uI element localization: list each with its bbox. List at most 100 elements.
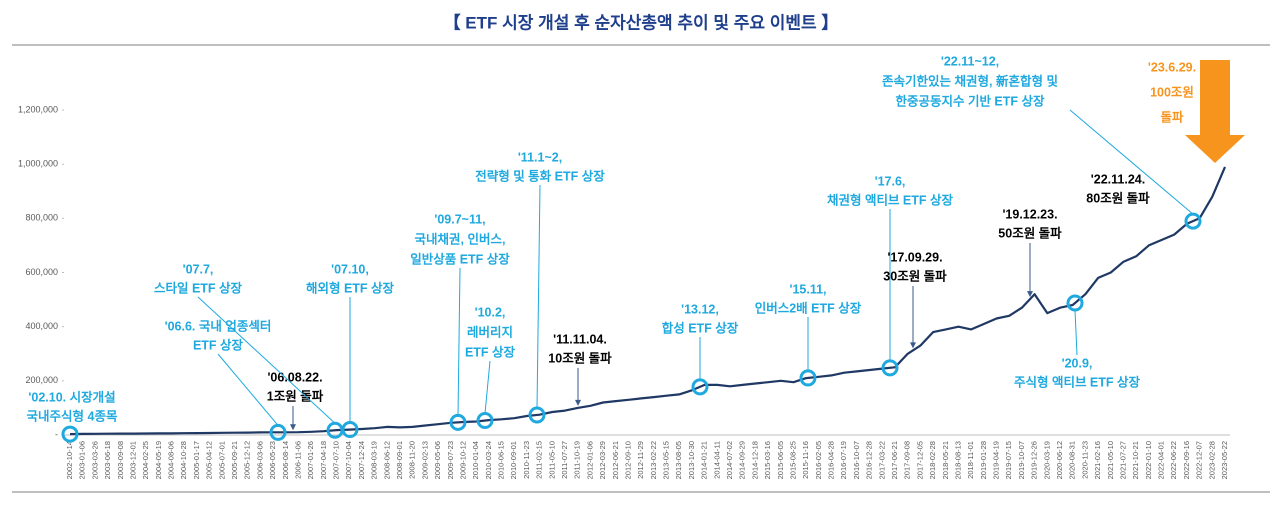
x-tick-label: 2022-06-22 — [1169, 441, 1178, 479]
x-tick-label: 2008-11-20 — [408, 441, 417, 479]
annotation-text: ETF 상장 — [465, 344, 516, 359]
annotation-text: 주식형 액티브 ETF 상장 — [1014, 374, 1141, 389]
event-marker — [881, 359, 899, 377]
x-tick-label: 2018-08-13 — [953, 441, 962, 479]
x-tick-label: 2004-08-06 — [167, 441, 176, 479]
x-tick-label: 2013-10-30 — [687, 441, 696, 479]
y-tick-label: 600,000 — [25, 267, 58, 277]
x-tick-label: 2009-02-13 — [420, 441, 429, 479]
x-tick-label: 2014-12-18 — [750, 441, 759, 479]
x-tick-label: 2016-07-19 — [839, 441, 848, 479]
x-tick-label: 2016-10-07 — [852, 441, 861, 479]
annotation-text: '06.6. 국내 업종섹터 — [165, 318, 272, 333]
x-tick-label: 2023-02-28 — [1207, 441, 1216, 479]
annotation-text: '07.7, — [183, 262, 214, 276]
x-tick-label: 2014-01-21 — [700, 441, 709, 479]
x-tick-label: 2012-06-21 — [611, 441, 620, 479]
x-tick-label: 2007-01-26 — [306, 441, 315, 479]
x-tick-label: 2019-07-15 — [1004, 441, 1013, 479]
y-tick-label: - — [55, 429, 58, 439]
x-tick-label: 2018-11-01 — [966, 441, 975, 479]
annotation-text: '22.11~12, — [941, 54, 999, 68]
x-tick-label: 2013-08-05 — [674, 441, 683, 479]
x-tick-label: 2005-12-12 — [243, 441, 252, 479]
annotation-text: '02.10. 시장개설 — [28, 389, 115, 404]
x-tick-label: 2015-08-25 — [788, 441, 797, 479]
x-tick-label: 2013-02-22 — [649, 441, 658, 479]
x-tick-label: 2016-12-28 — [865, 441, 874, 479]
y-tick-label: 1,000,000 — [18, 159, 58, 169]
x-tick-label: 2004-02-25 — [141, 441, 150, 479]
x-tick-label: 2007-12-24 — [357, 441, 366, 479]
x-tick-label: 2009-10-12 — [458, 441, 467, 479]
x-tick-label: 2020-06-12 — [1055, 441, 1064, 479]
event-marker — [1184, 212, 1202, 230]
event-marker — [528, 406, 546, 424]
x-tick-label: 2004-10-28 — [179, 441, 188, 479]
x-tick-label: 2008-03-19 — [370, 441, 379, 479]
annotation-text: 레버리지 — [467, 324, 513, 339]
annotation-text: '19.12.23. — [1002, 207, 1057, 221]
x-tick-label: 2005-01-17 — [192, 441, 201, 479]
leader-line — [1074, 310, 1078, 356]
x-tick-label: 2007-04-18 — [319, 441, 328, 479]
x-tick-label: 2011-10-19 — [573, 441, 582, 479]
x-tick-label: 2006-03-06 — [255, 441, 264, 479]
x-tick-label: 2015-06-05 — [776, 441, 785, 479]
x-tick-label: 2014-07-02 — [725, 441, 734, 479]
x-tick-label: 2010-09-01 — [509, 441, 518, 479]
x-tick-label: 2019-10-07 — [1017, 441, 1026, 479]
x-tick-label: 2021-10-21 — [1131, 441, 1140, 479]
annotation-text: '13.12, — [681, 302, 719, 316]
leader-line — [536, 184, 541, 408]
annotation-text: 존속기한있는 채권형, 新혼합형 및 — [882, 73, 1058, 88]
x-tick-label: 2020-11-23 — [1080, 441, 1089, 479]
x-tick-label: 2019-12-26 — [1030, 441, 1039, 479]
highlight-arrow — [1185, 60, 1245, 163]
x-tick-label: 2010-01-04 — [471, 441, 480, 479]
annotation-text: 해외형 ETF 상장 — [306, 280, 395, 295]
x-tick-label: 2012-03-29 — [598, 441, 607, 479]
x-tick-label: 2013-05-15 — [662, 441, 671, 479]
leader-line — [1069, 109, 1194, 215]
annotation-text: '22.11.24. — [1091, 172, 1145, 186]
annotation-text: 국내주식형 4종목 — [27, 408, 118, 423]
x-tick-label: 2018-02-28 — [928, 441, 937, 479]
x-tick-label: 2003-01-06 — [78, 441, 87, 479]
x-tick-label: 2003-06-18 — [103, 441, 112, 479]
leader-line — [217, 353, 279, 426]
x-tick-label: 2015-11-16 — [801, 441, 810, 479]
annotation-text: 국내채권, 인버스, — [415, 231, 506, 246]
annotation-text: '10.2, — [475, 305, 506, 319]
x-tick-label: 2022-12-07 — [1195, 441, 1204, 479]
x-tick-label: 2020-03-19 — [1042, 441, 1051, 479]
annotation-text: '11.11.04. — [553, 332, 607, 346]
x-tick-label: 2005-04-12 — [205, 441, 214, 479]
x-tick-label: 2022-01-10 — [1144, 441, 1153, 479]
x-tick-label: 2002-10-14 — [65, 441, 74, 479]
x-tick-label: 2006-08-14 — [281, 441, 290, 479]
x-tick-label: 2022-04-01 — [1157, 441, 1166, 479]
x-tick-label: 2011-07-27 — [560, 441, 569, 479]
annotation-text: 1조원 돌파 — [267, 388, 324, 403]
y-tick-label: 400,000 — [25, 321, 58, 331]
annotation-text: 100조원 — [1150, 85, 1194, 99]
x-tick-label: 2012-01-06 — [585, 441, 594, 479]
annotation-text: 인버스2배 ETF 상장 — [755, 300, 862, 315]
x-tick-label: 2017-12-05 — [915, 441, 924, 479]
x-tick-label: 2007-07-10 — [332, 441, 341, 479]
annotation-text: 스타일 ETF 상장 — [154, 280, 243, 295]
annotation-text: '17.09.29. — [887, 250, 942, 264]
x-tick-label: 2021-07-27 — [1118, 441, 1127, 479]
annotation-text: '17.6, — [875, 174, 906, 188]
x-tick-label: 2008-06-12 — [382, 441, 391, 479]
annotation-text: 합성 ETF 상장 — [662, 320, 739, 335]
y-tick-label: 1,200,000 — [18, 104, 58, 114]
x-tick-label: 2007-10-04 — [344, 441, 353, 479]
annotation-text: 채권형 액티브 ETF 상장 — [827, 192, 954, 207]
annotation-text: '15.11, — [789, 282, 826, 296]
x-tick-label: 2010-03-24 — [484, 441, 493, 479]
x-tick-label: 2009-05-06 — [433, 441, 442, 479]
event-marker — [691, 378, 709, 396]
